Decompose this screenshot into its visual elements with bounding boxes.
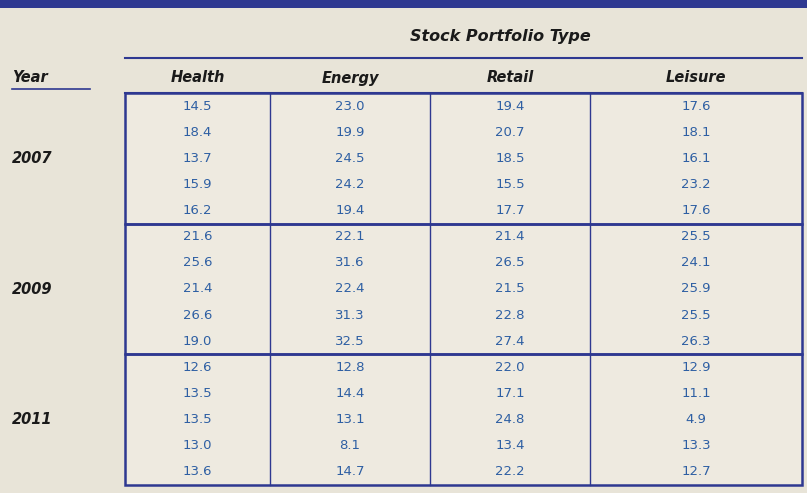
Text: 13.6: 13.6	[182, 465, 212, 478]
Bar	[125, 93, 802, 224]
Text: 21.4: 21.4	[182, 282, 212, 295]
Text: Health: Health	[170, 70, 224, 85]
Text: 24.2: 24.2	[335, 178, 365, 191]
Text: 22.0: 22.0	[495, 361, 525, 374]
Text: 13.1: 13.1	[335, 413, 365, 426]
Text: 19.9: 19.9	[336, 126, 365, 139]
Text: Energy: Energy	[321, 70, 378, 85]
Text: 2007: 2007	[12, 151, 52, 166]
Text: Year: Year	[12, 70, 48, 85]
Text: 12.8: 12.8	[335, 361, 365, 374]
Text: 23.0: 23.0	[335, 100, 365, 112]
Text: 19.0: 19.0	[183, 335, 212, 348]
Text: 14.4: 14.4	[336, 387, 365, 400]
Text: 13.5: 13.5	[182, 413, 212, 426]
Text: 11.1: 11.1	[681, 387, 711, 400]
Text: 21.6: 21.6	[182, 230, 212, 243]
Text: 13.5: 13.5	[182, 387, 212, 400]
Text: 22.8: 22.8	[495, 309, 525, 321]
Text: 26.3: 26.3	[681, 335, 711, 348]
Text: 24.8: 24.8	[495, 413, 525, 426]
Text: 19.4: 19.4	[495, 100, 525, 112]
Text: 21.4: 21.4	[495, 230, 525, 243]
Text: 2011: 2011	[12, 412, 52, 427]
Text: 32.5: 32.5	[335, 335, 365, 348]
Text: 13.7: 13.7	[182, 152, 212, 165]
Text: 2009: 2009	[12, 282, 52, 296]
Text: 17.7: 17.7	[495, 204, 525, 217]
Bar	[125, 93, 802, 224]
Text: 31.3: 31.3	[335, 309, 365, 321]
Text: 23.2: 23.2	[681, 178, 711, 191]
Bar	[125, 224, 802, 354]
Text: 18.4: 18.4	[183, 126, 212, 139]
Text: 17.6: 17.6	[681, 100, 711, 112]
Text: 13.3: 13.3	[681, 439, 711, 452]
Text: 31.6: 31.6	[335, 256, 365, 269]
Text: 25.5: 25.5	[681, 309, 711, 321]
Bar	[125, 224, 802, 354]
Text: 12.6: 12.6	[182, 361, 212, 374]
Text: 22.4: 22.4	[335, 282, 365, 295]
Text: 16.1: 16.1	[681, 152, 711, 165]
Text: 19.4: 19.4	[336, 204, 365, 217]
Text: 18.5: 18.5	[495, 152, 525, 165]
Text: 15.5: 15.5	[495, 178, 525, 191]
Text: 16.2: 16.2	[182, 204, 212, 217]
Text: 21.5: 21.5	[495, 282, 525, 295]
Text: 13.4: 13.4	[495, 439, 525, 452]
Text: Leisure: Leisure	[666, 70, 726, 85]
Text: 20.7: 20.7	[495, 126, 525, 139]
Text: 27.4: 27.4	[495, 335, 525, 348]
Text: 18.1: 18.1	[681, 126, 711, 139]
Text: 4.9: 4.9	[686, 413, 706, 426]
Text: 17.1: 17.1	[495, 387, 525, 400]
Text: 25.6: 25.6	[182, 256, 212, 269]
Text: 8.1: 8.1	[340, 439, 361, 452]
Text: 13.0: 13.0	[182, 439, 212, 452]
Text: 17.6: 17.6	[681, 204, 711, 217]
Text: 14.5: 14.5	[182, 100, 212, 112]
Text: 22.2: 22.2	[495, 465, 525, 478]
Text: 24.5: 24.5	[335, 152, 365, 165]
Text: Retail: Retail	[487, 70, 533, 85]
Text: 25.9: 25.9	[681, 282, 711, 295]
Text: 14.7: 14.7	[335, 465, 365, 478]
Text: 12.9: 12.9	[681, 361, 711, 374]
Bar	[125, 354, 802, 485]
Text: 25.5: 25.5	[681, 230, 711, 243]
Text: 22.1: 22.1	[335, 230, 365, 243]
Bar	[0, 0, 807, 8]
Bar	[125, 354, 802, 485]
Text: 24.1: 24.1	[681, 256, 711, 269]
Text: 15.9: 15.9	[182, 178, 212, 191]
Text: Stock Portfolio Type: Stock Portfolio Type	[410, 29, 591, 43]
Text: 12.7: 12.7	[681, 465, 711, 478]
Text: 26.6: 26.6	[183, 309, 212, 321]
Text: 26.5: 26.5	[495, 256, 525, 269]
